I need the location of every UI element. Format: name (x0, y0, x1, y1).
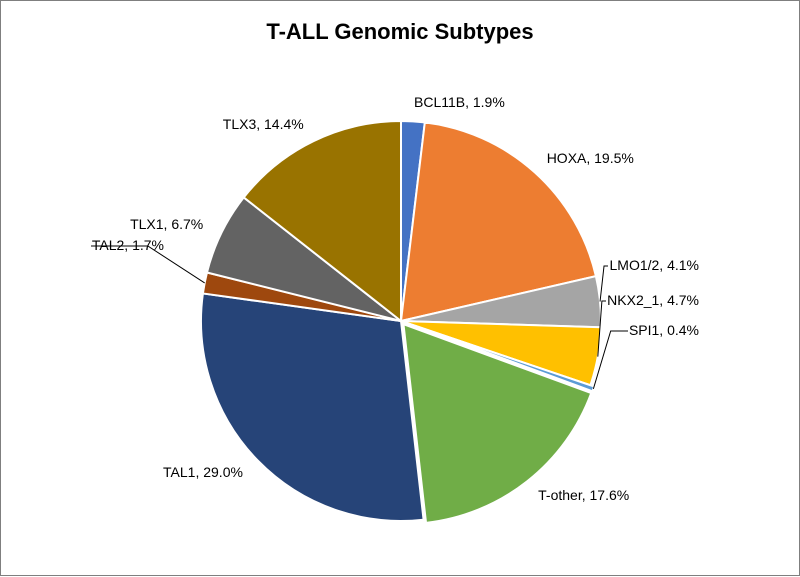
slice-label: TLX3, 14.4% (223, 116, 304, 132)
slice-label: TAL2, 1.7% (92, 237, 164, 253)
slice-label: HOXA, 19.5% (547, 150, 634, 166)
slice-label: TLX1, 6.7% (130, 216, 203, 232)
slice-label: NKX2_1, 4.7% (607, 292, 699, 308)
slice-label: BCL11B, 1.9% (414, 94, 505, 110)
slice-label: SPI1, 0.4% (629, 322, 699, 338)
slice-label: TAL1, 29.0% (163, 464, 243, 480)
pie-chart-container: T-ALL Genomic Subtypes BCL11B, 1.9%HOXA,… (0, 0, 800, 576)
slice-label: LMO1/2, 4.1% (610, 257, 700, 273)
pie-slice (201, 293, 424, 521)
slice-label: T-other, 17.6% (538, 487, 629, 503)
pie-svg (1, 1, 800, 577)
